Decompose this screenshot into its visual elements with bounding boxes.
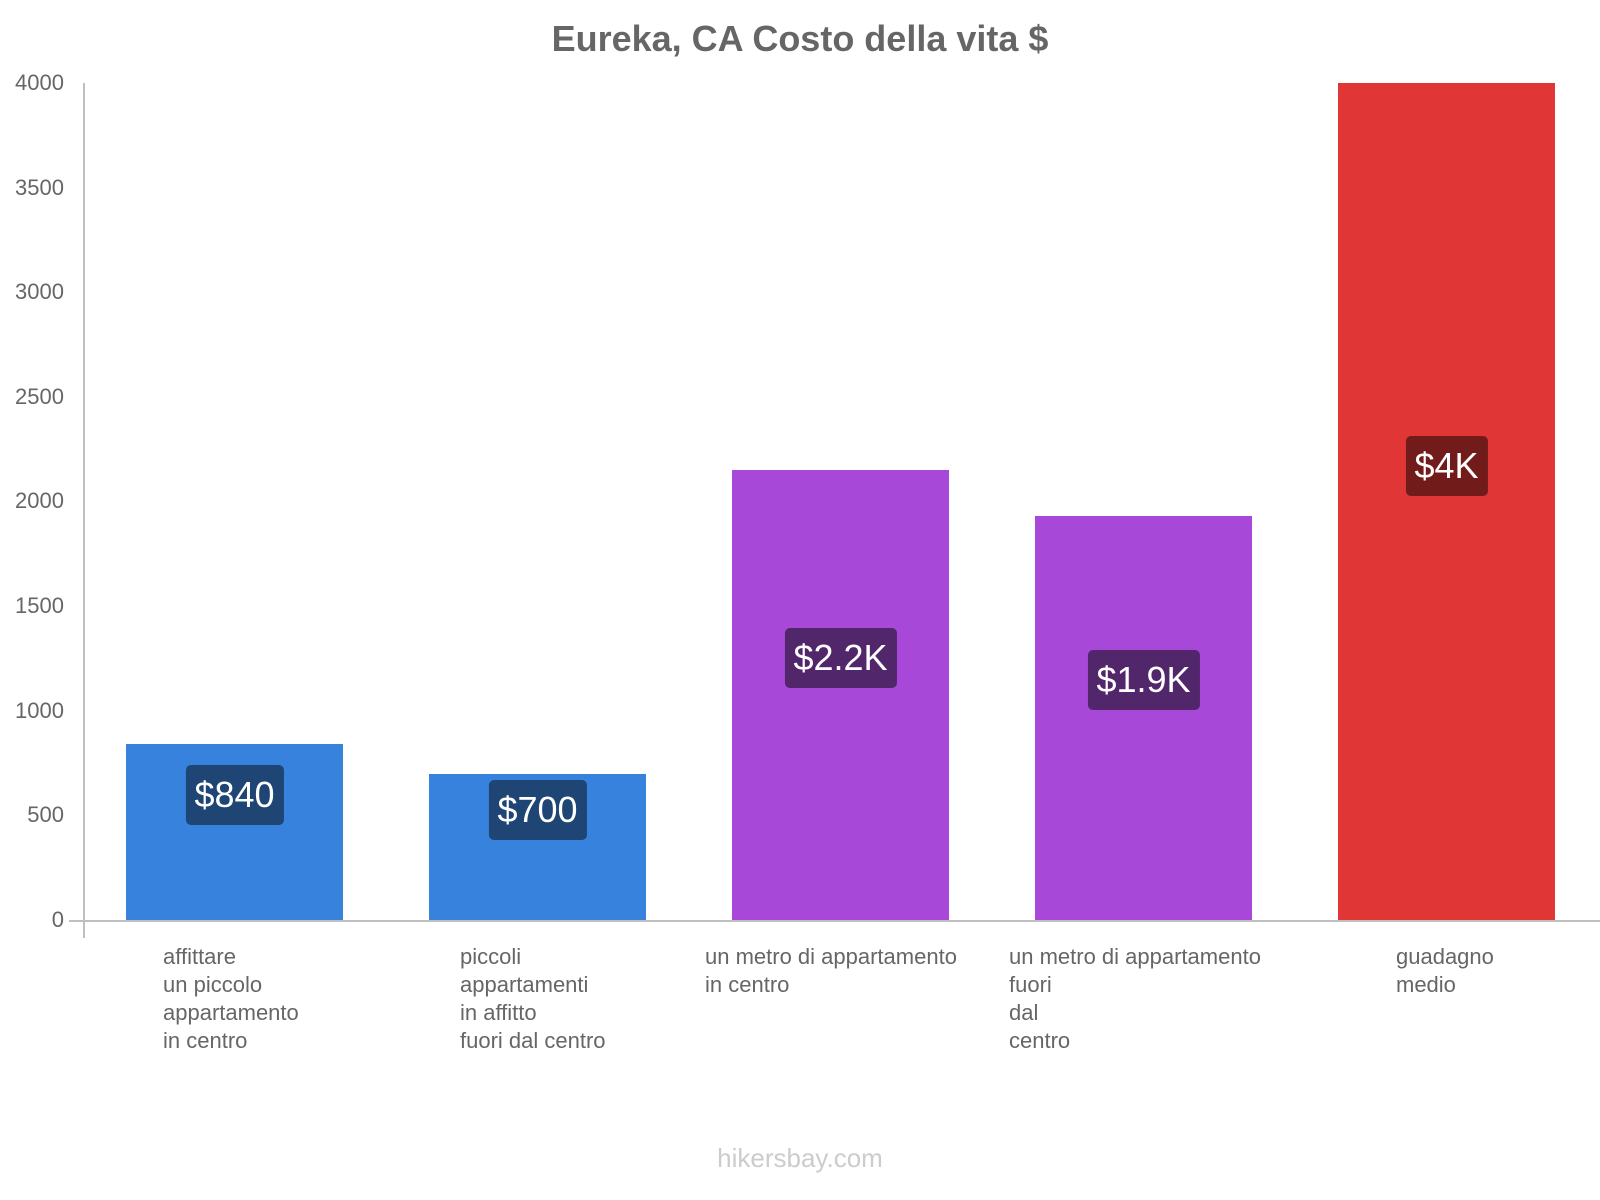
y-axis-line: [83, 83, 85, 938]
x-label-line: centro: [1009, 1028, 1071, 1053]
x-label-line: fuori dal centro: [460, 1028, 606, 1053]
x-label-rent-outside: piccoli appartamenti in affitto fuori da…: [460, 943, 606, 1055]
value-badge: $700: [488, 780, 587, 840]
bar-sqm-center: [732, 470, 949, 920]
x-label-line: appartamento: [163, 1000, 299, 1025]
value-badge: $1.9K: [1087, 650, 1200, 710]
x-label-line: un metro di appartamento: [705, 944, 957, 969]
value-badge: $2.2K: [784, 628, 897, 688]
bar-sqm-outside: [1035, 516, 1252, 920]
y-tick-label: 1500: [15, 593, 64, 618]
y-tick-label: 2500: [15, 384, 64, 409]
x-label-average-income: guadagno medio: [1396, 943, 1494, 999]
x-label-line: affittare: [163, 944, 236, 969]
x-label-line: un piccolo: [163, 972, 263, 997]
x-label-line: un metro di appartamento: [1009, 944, 1261, 969]
x-label-rent-center: affittare un piccolo appartamento in cen…: [163, 943, 299, 1055]
x-label-sqm-center: un metro di appartamento in centro: [705, 943, 957, 999]
x-axis-line: [83, 920, 1600, 922]
value-badge: $4K: [1405, 436, 1488, 496]
x-label-line: in centro: [163, 1028, 248, 1053]
x-label-line: in affitto: [460, 1000, 537, 1025]
footer-watermark: hikersbay.com: [717, 1143, 883, 1173]
x-label-line: appartamenti: [460, 972, 589, 997]
y-tick-label: 3500: [15, 175, 64, 200]
value-badge: $840: [185, 765, 284, 825]
x-label-line: in centro: [705, 972, 790, 997]
y-tick-label: 4000: [15, 70, 64, 95]
x-label-line: piccoli: [460, 944, 522, 969]
zero-tick-mark: [69, 920, 83, 922]
y-tick-label: 500: [27, 802, 64, 827]
x-label-line: fuori: [1009, 972, 1052, 997]
chart-title: Eureka, CA Costo della vita $: [551, 18, 1049, 59]
y-tick-label: 2000: [15, 488, 64, 513]
y-tick-label: 3000: [15, 279, 64, 304]
x-label-line: guadagno: [1396, 944, 1494, 969]
x-label-line: medio: [1396, 972, 1456, 997]
x-label-line: dal: [1009, 1000, 1039, 1025]
y-tick-label: 0: [51, 907, 64, 932]
y-tick-label: 1000: [15, 698, 64, 723]
bar-average-income: [1338, 83, 1555, 920]
x-label-sqm-outside: un metro di appartamento fuori dal centr…: [1009, 943, 1261, 1055]
